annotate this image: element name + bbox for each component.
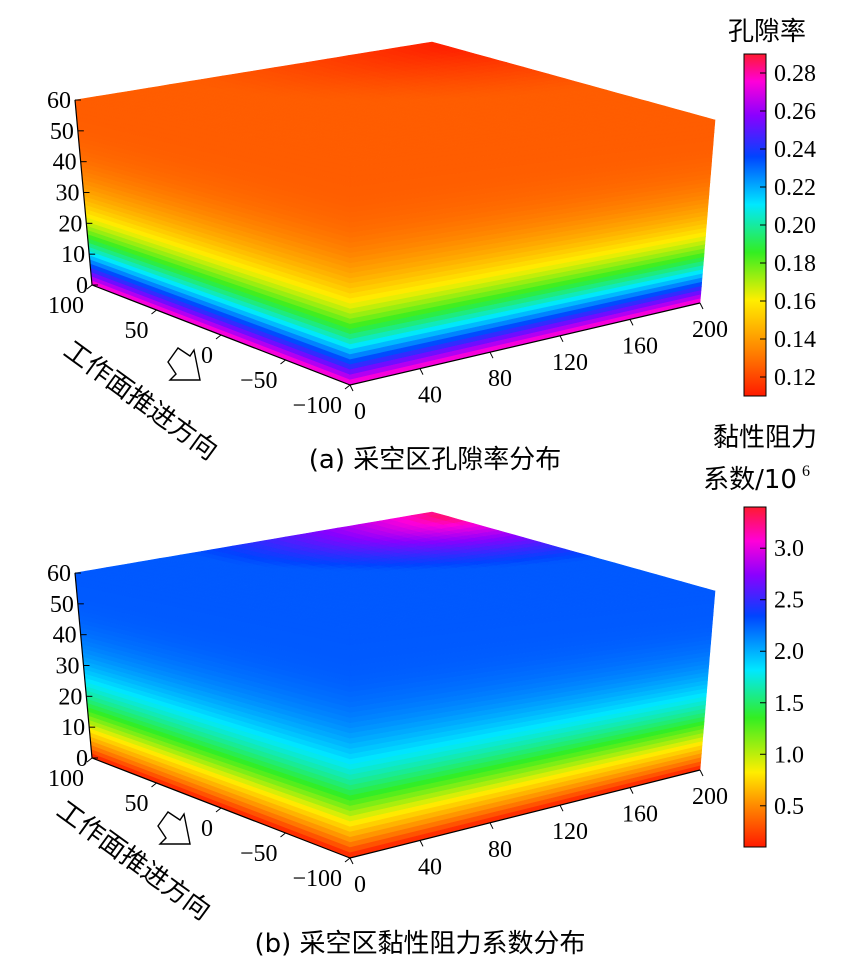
- colorbar-tick-label: 0.22: [774, 175, 816, 201]
- colorbar-tick-label: 0.12: [774, 365, 816, 391]
- z-tick-label: 40: [53, 623, 77, 649]
- z-tick-label: 40: [53, 150, 77, 176]
- resistance-colorbar-title-line1: 黏性阻力: [713, 423, 817, 453]
- y-tick: [629, 319, 634, 326]
- y-axis-line: [349, 769, 701, 859]
- y-tick: [699, 769, 704, 777]
- x-tick: [86, 284, 93, 290]
- colorbar-tick-label: 0.5: [774, 794, 804, 820]
- resistance-colorbar-title-exponent: 6: [802, 463, 810, 480]
- x-tick: [86, 757, 93, 763]
- colorbar-tick-label: 3.0: [774, 536, 804, 562]
- resistance-top-face: [74, 511, 716, 631]
- colorbar-tick-label: 0.18: [774, 251, 816, 277]
- colorbar-tick-label: 0.26: [774, 99, 816, 125]
- x-tick: [151, 309, 157, 315]
- top-cell: [695, 588, 716, 593]
- colorbar-tick-label: 1.5: [774, 691, 804, 717]
- x-tick: [280, 832, 286, 838]
- colorbar-tick-label: 1.0: [774, 742, 804, 768]
- colorbar-tick-label: 0.14: [774, 327, 816, 353]
- z-tick-label: 60: [47, 88, 71, 114]
- y-tick: [349, 384, 354, 392]
- x-tick-label: −100: [292, 393, 342, 419]
- y-tick-label: 120: [552, 350, 588, 376]
- z-tick-label: 0: [76, 746, 88, 772]
- porosity-top-face: [74, 41, 716, 163]
- y-tick-label: 80: [488, 837, 512, 863]
- x-axis-label: 工作面推进方向: [58, 335, 223, 466]
- x-tick-label: 50: [125, 791, 149, 817]
- y-tick-label: 40: [418, 383, 442, 409]
- y-tick: [559, 804, 564, 812]
- y-tick-label: 0: [354, 399, 366, 425]
- x-tick-label: 100: [48, 293, 84, 319]
- y-tick-label: 160: [622, 333, 658, 359]
- direction-arrow-icon: [167, 347, 201, 381]
- colorbar-tick-label: 0.16: [774, 289, 816, 315]
- y-tick-label: 200: [692, 317, 728, 343]
- resistance-colorbar-ticks: 3.0 2.5 2.0 1.5 1.0 0.5: [760, 536, 804, 820]
- y-tick-label: 80: [488, 366, 512, 392]
- porosity-panel: 60 50 40 30 20 10 0 100 50 0 −50 −100 0 40 80 120 160 200…: [0, 0, 862, 480]
- y-tick: [489, 822, 494, 830]
- z-tick-label: 30: [56, 181, 80, 207]
- direction-arrow-icon: [157, 811, 191, 845]
- porosity-colorbar-ticks: 0.28 0.26 0.24 0.22 0.20 0.18 0.16 0.14 0.12: [760, 61, 816, 391]
- x-tick: [280, 359, 286, 365]
- z-tick-label: 20: [58, 684, 82, 710]
- z-tick-label: 60: [47, 561, 71, 587]
- x-tick: [215, 807, 222, 813]
- porosity-colorbar-title: 孔隙率: [728, 17, 806, 47]
- resistance-colorbar: [743, 506, 767, 848]
- z-tick-label: 50: [50, 119, 74, 145]
- z-tick-label: 10: [61, 715, 85, 741]
- x-tick-label: 0: [201, 343, 213, 369]
- z-tick-label: 50: [50, 592, 74, 618]
- x-tick-label: 50: [125, 318, 149, 344]
- resistance-caption: (b) 采空区黏性阻力系数分布: [254, 929, 585, 959]
- colorbar-tick-label: 0.28: [774, 61, 816, 87]
- x-tick-label: −50: [240, 368, 278, 394]
- porosity-caption: (a) 采空区孔隙率分布: [309, 445, 562, 475]
- z-tick-label: 30: [56, 654, 80, 680]
- y-tick-label: 120: [552, 819, 588, 845]
- y-tick-label: 0: [354, 872, 366, 898]
- y-tick: [489, 351, 494, 359]
- y-tick-label: 40: [418, 854, 442, 880]
- x-tick: [151, 782, 157, 788]
- y-tick: [419, 840, 424, 847]
- z-tick-label: 20: [58, 211, 82, 237]
- colorbar-tick-label: 0.20: [774, 213, 816, 239]
- x-tick-label: −50: [240, 841, 278, 867]
- y-tick: [699, 302, 704, 310]
- x-tick-label: 0: [201, 816, 213, 842]
- x-tick: [344, 857, 351, 863]
- x-tick: [344, 384, 351, 390]
- x-tick-label: 100: [48, 766, 84, 792]
- resistance-colorbar-title-line2: 系数/10: [703, 465, 797, 495]
- x-tick: [215, 334, 222, 340]
- colorbar-tick-label: 2.0: [774, 639, 804, 665]
- colorbar-tick-label: 2.5: [774, 588, 804, 614]
- x-tick-label: −100: [292, 866, 342, 892]
- y-tick: [559, 335, 564, 343]
- y-tick: [629, 787, 634, 794]
- top-cell: [695, 117, 716, 122]
- resistance-panel: 60 50 40 30 20 10 0 100 50 0 −50 −100 0 40 80 120 160 200…: [0, 423, 862, 968]
- z-tick-label: 0: [76, 273, 88, 299]
- y-tick: [349, 857, 354, 865]
- porosity-side-faces: [74, 99, 716, 386]
- y-tick-label: 160: [622, 802, 658, 828]
- y-tick: [419, 368, 424, 375]
- y-tick-label: 200: [692, 784, 728, 810]
- z-tick-label: 10: [61, 242, 85, 268]
- y-axis-line: [349, 302, 701, 386]
- resistance-side-faces: [74, 572, 716, 859]
- colorbar-tick-label: 0.24: [774, 137, 816, 163]
